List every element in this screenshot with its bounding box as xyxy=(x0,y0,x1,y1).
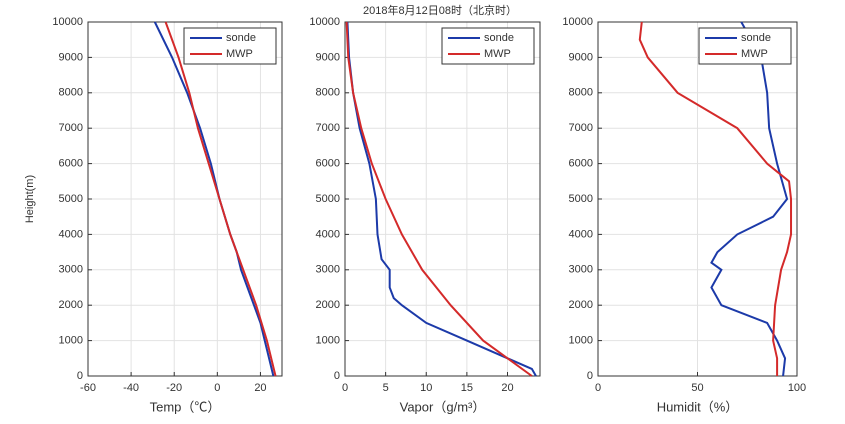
legend-box xyxy=(698,27,792,65)
x-tick-label: 0 xyxy=(214,382,220,394)
y-tick-label: 10000 xyxy=(52,16,83,28)
y-tick-label: 8000 xyxy=(59,87,83,99)
y-tick-label: 6000 xyxy=(569,158,593,170)
x-axis-label: Vapor（g/m³） xyxy=(400,399,486,414)
x-tick-label: 5 xyxy=(383,382,389,394)
y-tick-label: 3000 xyxy=(316,264,340,276)
y-axis-label: Height(m) xyxy=(24,175,36,223)
y-tick-label: 5000 xyxy=(316,193,340,205)
plot-frame xyxy=(597,21,798,377)
y-tick-label: 3000 xyxy=(59,264,83,276)
y-tick-label: 2000 xyxy=(569,299,593,311)
legend-box xyxy=(441,27,535,65)
y-tick-label: 4000 xyxy=(316,228,340,240)
y-tick-label: 8000 xyxy=(569,87,593,99)
legend-label: MWP xyxy=(741,48,768,60)
y-tick-label: 4000 xyxy=(569,228,593,240)
y-tick-label: 8000 xyxy=(316,87,340,99)
y-tick-label: 6000 xyxy=(59,158,83,170)
data-line xyxy=(164,21,277,377)
y-tick-label: 10000 xyxy=(562,16,593,28)
y-tick-label: 5000 xyxy=(569,193,593,205)
y-tick-label: 3000 xyxy=(569,264,593,276)
y-tick-label: 2000 xyxy=(316,299,340,311)
y-tick-label: 0 xyxy=(587,370,593,382)
y-tick-label: 7000 xyxy=(59,122,83,134)
y-tick-label: 6000 xyxy=(316,158,340,170)
y-tick-label: 1000 xyxy=(569,335,593,347)
x-tick-label: 100 xyxy=(788,382,806,394)
data-line xyxy=(638,21,793,376)
y-tick-label: 1000 xyxy=(59,335,83,347)
y-tick-label: 2000 xyxy=(59,299,83,311)
chart-title: 2018年8月12日08时（北京时） xyxy=(363,3,517,17)
y-tick-label: 7000 xyxy=(569,122,593,134)
legend-label: sonde xyxy=(226,32,256,44)
x-tick-label: 20 xyxy=(254,382,266,394)
y-tick-label: 1000 xyxy=(316,335,340,347)
data-line xyxy=(346,21,537,377)
y-tick-label: 7000 xyxy=(316,122,340,134)
legend-label: MWP xyxy=(226,48,253,60)
data-line xyxy=(345,21,533,377)
y-tick-label: 5000 xyxy=(59,193,83,205)
legend-box xyxy=(183,27,277,65)
x-tick-label: -20 xyxy=(166,382,182,394)
x-tick-label: 0 xyxy=(595,382,601,394)
x-tick-label: 15 xyxy=(461,382,473,394)
y-tick-label: 9000 xyxy=(569,51,593,63)
y-tick-label: 10000 xyxy=(309,16,340,28)
y-tick-label: 9000 xyxy=(316,51,340,63)
y-tick-label: 0 xyxy=(77,370,83,382)
plot-frame xyxy=(87,21,283,377)
y-tick-label: 9000 xyxy=(59,51,83,63)
x-axis-label: Temp（℃） xyxy=(150,399,221,414)
legend-label: MWP xyxy=(484,48,511,60)
y-tick-label: 4000 xyxy=(59,228,83,240)
legend-label: sonde xyxy=(741,32,771,44)
x-axis-label: Humidit（%） xyxy=(657,399,739,414)
x-tick-label: -60 xyxy=(80,382,96,394)
plot-frame xyxy=(344,21,541,377)
x-tick-label: 0 xyxy=(342,382,348,394)
x-tick-label: -40 xyxy=(123,382,139,394)
x-tick-label: 50 xyxy=(691,382,703,394)
x-tick-label: 20 xyxy=(501,382,513,394)
y-tick-label: 0 xyxy=(334,370,340,382)
x-tick-label: 10 xyxy=(420,382,432,394)
data-line xyxy=(710,21,789,377)
legend-label: sonde xyxy=(484,32,514,44)
